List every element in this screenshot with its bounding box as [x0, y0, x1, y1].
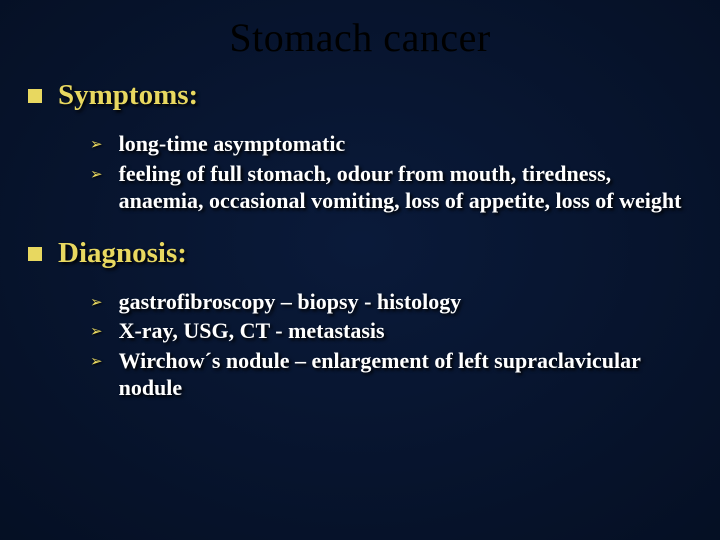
- section-heading: Symptoms:: [58, 79, 198, 112]
- section-header: Diagnosis:: [34, 237, 700, 270]
- item-text: Wirchow´s nodule – enlargement of left s…: [119, 347, 690, 402]
- item-text: X-ray, USG, CT - metastasis: [119, 317, 385, 345]
- sub-list: ➢ gastrofibroscopy – biopsy - histology …: [34, 288, 700, 402]
- section-header: Symptoms:: [34, 79, 700, 112]
- list-item: ➢ Wirchow´s nodule – enlargement of left…: [90, 347, 690, 402]
- section-symptoms: Symptoms: ➢ long-time asymptomatic ➢ fee…: [34, 79, 700, 215]
- item-text: long-time asymptomatic: [119, 130, 346, 158]
- section-heading: Diagnosis:: [58, 237, 187, 270]
- square-bullet-icon: [28, 89, 42, 103]
- arrow-bullet-icon: ➢: [90, 293, 103, 312]
- arrow-bullet-icon: ➢: [90, 352, 103, 371]
- sub-list: ➢ long-time asymptomatic ➢ feeling of fu…: [34, 130, 700, 215]
- item-text: gastrofibroscopy – biopsy - histology: [119, 288, 462, 316]
- list-item: ➢ feeling of full stomach, odour from mo…: [90, 160, 690, 215]
- arrow-bullet-icon: ➢: [90, 165, 103, 184]
- arrow-bullet-icon: ➢: [90, 322, 103, 341]
- list-item: ➢ X-ray, USG, CT - metastasis: [90, 317, 690, 345]
- square-bullet-icon: [28, 247, 42, 261]
- arrow-bullet-icon: ➢: [90, 135, 103, 154]
- item-text: feeling of full stomach, odour from mout…: [119, 160, 690, 215]
- slide-title: Stomach cancer: [0, 0, 720, 79]
- list-item: ➢ long-time asymptomatic: [90, 130, 690, 158]
- section-diagnosis: Diagnosis: ➢ gastrofibroscopy – biopsy -…: [34, 237, 700, 402]
- list-item: ➢ gastrofibroscopy – biopsy - histology: [90, 288, 690, 316]
- slide: Stomach cancer Symptoms: ➢ long-time asy…: [0, 0, 720, 540]
- slide-content: Symptoms: ➢ long-time asymptomatic ➢ fee…: [0, 79, 720, 402]
